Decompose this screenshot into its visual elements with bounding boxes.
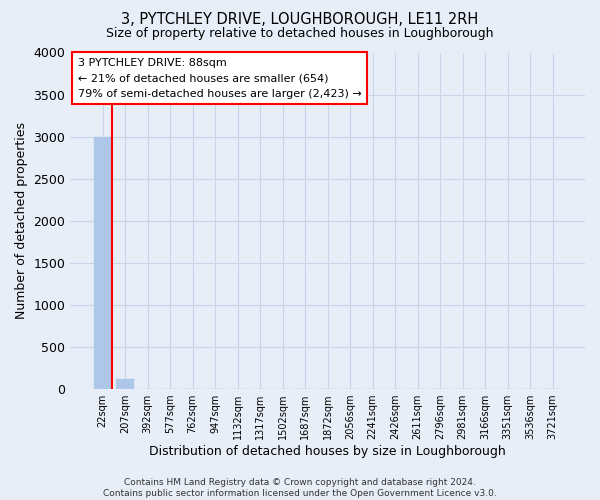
Text: Contains HM Land Registry data © Crown copyright and database right 2024.
Contai: Contains HM Land Registry data © Crown c…: [103, 478, 497, 498]
Bar: [94, 138, 112, 388]
Text: Size of property relative to detached houses in Loughborough: Size of property relative to detached ho…: [106, 28, 494, 40]
Text: 3 PYTCHLEY DRIVE: 88sqm
← 21% of detached houses are smaller (654)
79% of semi-d: 3 PYTCHLEY DRIVE: 88sqm ← 21% of detache…: [78, 58, 362, 98]
X-axis label: Distribution of detached houses by size in Loughborough: Distribution of detached houses by size …: [149, 444, 506, 458]
Y-axis label: Number of detached properties: Number of detached properties: [15, 122, 28, 319]
Bar: [116, 379, 134, 388]
Text: 3, PYTCHLEY DRIVE, LOUGHBOROUGH, LE11 2RH: 3, PYTCHLEY DRIVE, LOUGHBOROUGH, LE11 2R…: [121, 12, 479, 28]
